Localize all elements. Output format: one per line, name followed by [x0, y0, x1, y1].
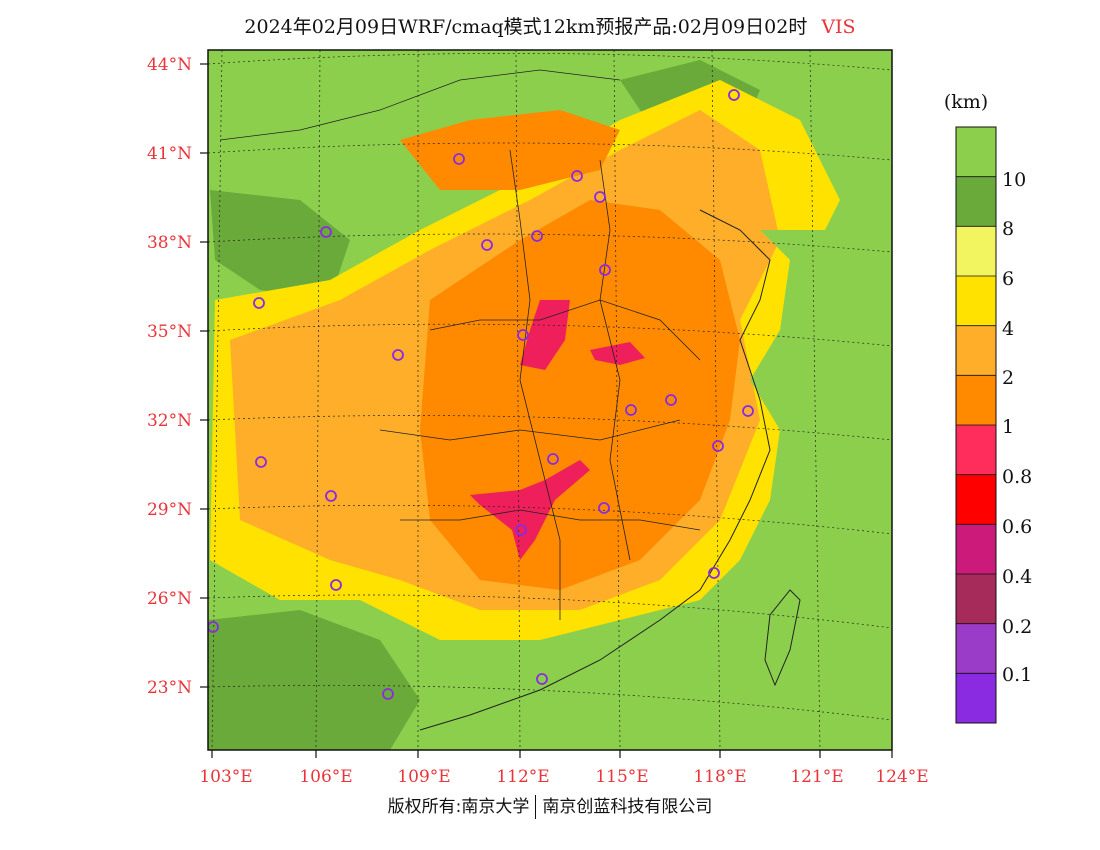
- legend-frame: [955, 126, 997, 724]
- city-marker: [547, 453, 559, 465]
- city-marker: [392, 349, 404, 361]
- copyright-left: 版权所有:南京大学: [387, 797, 530, 817]
- field-fog: [590, 342, 645, 365]
- axis-ticks: [200, 63, 893, 758]
- city-marker: [594, 191, 606, 203]
- legend-band: [956, 276, 996, 327]
- lat-label: 23°N: [147, 678, 192, 698]
- city-marker: [515, 524, 527, 536]
- lon-label: 103°E: [199, 767, 252, 787]
- city-marker: [708, 567, 720, 579]
- copyright-right: 南京创蓝科技有限公司: [542, 797, 713, 817]
- city-marker: [330, 579, 342, 591]
- legend-band: [956, 673, 996, 724]
- city-marker: [255, 456, 267, 468]
- lat-label: 29°N: [147, 500, 192, 520]
- city-marker: [665, 394, 677, 406]
- legend-band: [956, 176, 996, 227]
- city-marker: [208, 621, 219, 633]
- lon-label: 118°E: [693, 767, 746, 787]
- legend-band: [956, 474, 996, 525]
- legend-label: 10: [1002, 169, 1026, 191]
- lon-label: 109°E: [397, 767, 450, 787]
- legend-label: 0.6: [1002, 516, 1032, 538]
- legend-colorbar: [956, 127, 996, 724]
- city-marker: [742, 405, 754, 417]
- city-marker: [598, 502, 610, 514]
- city-marker: [531, 230, 543, 242]
- legend-band: [956, 623, 996, 674]
- city-marker: [599, 264, 611, 276]
- legend-band: [956, 524, 996, 575]
- country-border: [219, 69, 621, 141]
- visibility-field: [208, 50, 892, 750]
- legend-label: 0.2: [1002, 616, 1032, 638]
- city-marker: [728, 89, 740, 101]
- lon-label: 115°E: [595, 767, 648, 787]
- province-border: [429, 299, 701, 361]
- field-patch: [210, 190, 350, 300]
- variable-name: VIS: [821, 16, 856, 38]
- lat-label: 26°N: [147, 589, 192, 609]
- lat-label: 32°N: [147, 411, 192, 431]
- lon-label: 106°E: [299, 767, 352, 787]
- legend-label: 1: [1002, 416, 1014, 438]
- legend-label: 0.4: [1002, 566, 1032, 588]
- map-title: 2024年02月09日WRF/cmaq模式12km预报产品:02月09日02时 V…: [0, 12, 1100, 39]
- city-marker: [481, 239, 493, 251]
- legend-band: [956, 375, 996, 426]
- legend-label: 0.1: [1002, 664, 1032, 686]
- legend-label: 2: [1002, 367, 1014, 389]
- lat-label: 35°N: [147, 322, 192, 342]
- coastline: [419, 209, 771, 731]
- legend-label: 6: [1002, 268, 1014, 290]
- field-fog: [470, 460, 590, 560]
- city-marker: [320, 226, 332, 238]
- city-marker: [712, 440, 724, 452]
- taiwan-outline: [764, 589, 801, 687]
- province-border: [509, 149, 561, 620]
- lat-label: 44°N: [147, 55, 192, 75]
- sea-area: [460, 230, 892, 750]
- city-marker: [625, 404, 637, 416]
- legend-label: 8: [1002, 218, 1014, 240]
- lon-label: 124°E: [875, 767, 928, 787]
- legend-band: [956, 325, 996, 376]
- legend-label: 0.8: [1002, 466, 1032, 488]
- province-border: [400, 509, 701, 531]
- map-frame: [207, 49, 893, 751]
- city-marker: [453, 153, 465, 165]
- city-marker: [253, 297, 265, 309]
- footer-separator: [535, 795, 537, 819]
- city-marker: [517, 329, 529, 341]
- title-text: 2024年02月09日WRF/cmaq模式12km预报产品:02月09日02时: [244, 16, 808, 38]
- copyright-footer: 版权所有:南京大学 南京创蓝科技有限公司: [0, 792, 1100, 819]
- city-marker: [325, 490, 337, 502]
- legend-band: [956, 127, 996, 178]
- legend-band: [956, 425, 996, 476]
- city-marker: [571, 170, 583, 182]
- legend-label: 4: [1002, 318, 1014, 340]
- province-border: [379, 419, 681, 441]
- legend-band: [956, 226, 996, 277]
- legend-unit: (km): [944, 91, 988, 113]
- lat-label: 38°N: [147, 233, 192, 253]
- field-fog: [520, 300, 570, 370]
- city-marker: [536, 673, 548, 685]
- lat-label: 41°N: [147, 144, 192, 164]
- field-patch: [208, 610, 420, 750]
- province-border: [599, 159, 631, 561]
- city-marker: [382, 688, 394, 700]
- legend-band: [956, 574, 996, 625]
- graticule: [208, 50, 892, 750]
- lon-label: 112°E: [496, 767, 549, 787]
- lon-label: 121°E: [790, 767, 843, 787]
- city-markers: [208, 89, 754, 700]
